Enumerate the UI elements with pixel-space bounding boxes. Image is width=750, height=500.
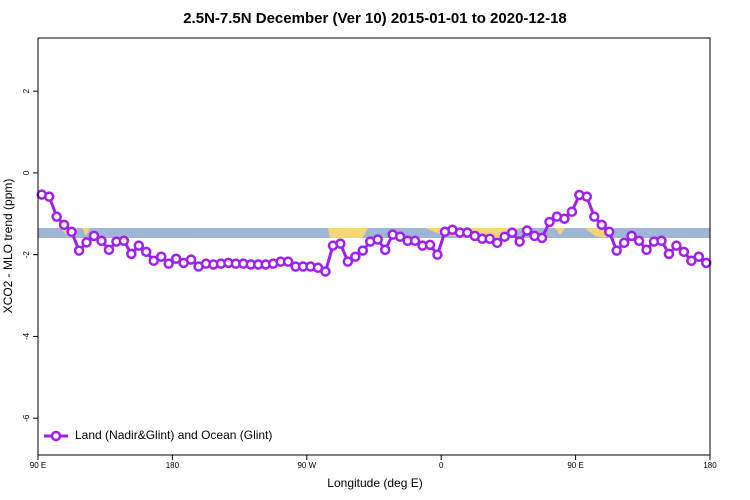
- y-tick-label: 2: [22, 88, 31, 93]
- data-point: [126, 248, 137, 260]
- data-point: [357, 245, 369, 256]
- y-tick-label: -6: [22, 414, 31, 422]
- data-point: [43, 191, 55, 202]
- data-point: [73, 245, 85, 256]
- data-point: [51, 211, 62, 222]
- data-point: [611, 245, 622, 256]
- data-point: [499, 231, 510, 242]
- data-point: [141, 246, 152, 258]
- data-point: [88, 230, 100, 242]
- data-point: [66, 226, 77, 238]
- data-point: [701, 257, 712, 269]
- y-axis-label: XCO2 - MLO trend (ppm): [1, 179, 15, 314]
- data-point: [589, 211, 600, 222]
- data-point: [155, 251, 167, 262]
- data-point: [663, 248, 675, 260]
- x-tick-label: 90 E: [567, 461, 583, 470]
- data-point: [506, 227, 518, 238]
- x-tick-label: 90 W: [297, 461, 316, 470]
- data-point: [372, 234, 383, 245]
- data-point: [170, 253, 182, 265]
- data-point: [424, 239, 436, 251]
- legend-label: Land (Nadir&Glint) and Ocean (Glint): [75, 428, 272, 442]
- data-point: [693, 251, 705, 262]
- data-point: [409, 235, 421, 247]
- data-point: [491, 237, 503, 249]
- data-point: [484, 233, 495, 244]
- data-point: [671, 240, 682, 251]
- data-point: [633, 235, 645, 247]
- data-point: [678, 246, 690, 258]
- data-point: [394, 231, 406, 242]
- data-point: [133, 240, 145, 251]
- plot-frame: [37, 37, 711, 456]
- data-point: [536, 232, 548, 244]
- data-point: [566, 206, 578, 217]
- data-point: [656, 235, 667, 247]
- data-point: [603, 226, 615, 238]
- data-point: [544, 216, 555, 228]
- data-point: [379, 244, 391, 256]
- chart-title: 2.5N-7.5N December (Ver 10) 2015-01-01 t…: [183, 10, 567, 27]
- data-point: [686, 255, 697, 267]
- legend-marker: [50, 430, 62, 442]
- data-point: [282, 256, 294, 267]
- data-point: [641, 244, 652, 256]
- data-point: [350, 251, 361, 262]
- x-tick-label: 180: [166, 461, 180, 470]
- data-point: [185, 254, 197, 265]
- data-point: [432, 249, 443, 260]
- data-point: [559, 213, 570, 224]
- y-tick-label: 0: [22, 170, 31, 175]
- data-point: [581, 191, 593, 202]
- data-point: [335, 238, 346, 249]
- data-point: [514, 236, 525, 247]
- data-point: [626, 230, 637, 242]
- y-tick-label: -4: [22, 332, 31, 340]
- data-point: [163, 258, 174, 269]
- x-axis-label: Longitude (deg E): [327, 476, 422, 490]
- x-tick-label: 0: [439, 461, 444, 470]
- data-point: [103, 244, 115, 256]
- data-point: [96, 235, 107, 247]
- x-tick-label: 90 E: [30, 461, 46, 470]
- data-point: [521, 225, 533, 236]
- data-point: [148, 255, 159, 267]
- data-point: [342, 256, 354, 267]
- data-point: [118, 235, 130, 247]
- data-point: [596, 219, 607, 231]
- data-point: [320, 266, 331, 277]
- data-point: [81, 237, 92, 248]
- data-point: [618, 237, 630, 249]
- y-tick-label: -2: [22, 251, 31, 259]
- x-tick-label: 180: [703, 461, 717, 470]
- data-point: [58, 219, 70, 231]
